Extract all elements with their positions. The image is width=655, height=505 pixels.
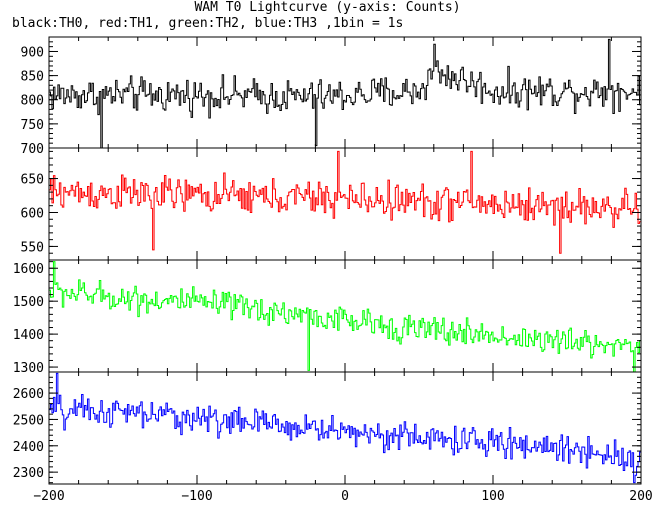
series-line-th1 bbox=[49, 150, 641, 254]
y-tick-label: 850 bbox=[21, 70, 44, 85]
x-tick-label: 0 bbox=[341, 489, 349, 504]
y-tick-label: 650 bbox=[21, 173, 44, 188]
x-tick-label: −200 bbox=[33, 489, 64, 504]
y-tick-label: 700 bbox=[21, 142, 44, 157]
x-tick-label: −100 bbox=[181, 489, 212, 504]
y-tick-label: 2400 bbox=[13, 440, 44, 455]
y-tick-label: 600 bbox=[21, 206, 44, 221]
x-tick-label: 200 bbox=[629, 489, 652, 504]
y-tick-label: 2500 bbox=[13, 413, 44, 428]
y-tick-label: 2600 bbox=[13, 387, 44, 402]
y-tick-label: 750 bbox=[21, 118, 44, 133]
y-tick-label: 2300 bbox=[13, 466, 44, 481]
y-tick-label: 900 bbox=[21, 45, 44, 60]
chart-title: WAM T0 Lightcurve (y-axis: Counts) bbox=[194, 0, 461, 15]
series-line-th0 bbox=[49, 38, 641, 148]
y-tick-label: 1300 bbox=[13, 361, 44, 376]
series-line-th2 bbox=[49, 261, 641, 372]
chart-subtitle: black:TH0, red:TH1, green:TH2, blue:TH3 … bbox=[12, 16, 404, 31]
y-tick-label: 1400 bbox=[13, 328, 44, 343]
y-tick-label: 1600 bbox=[13, 262, 44, 277]
y-tick-label: 1500 bbox=[13, 295, 44, 310]
series-line-th3 bbox=[49, 372, 641, 484]
y-tick-label: 550 bbox=[21, 240, 44, 255]
y-tick-label: 800 bbox=[21, 94, 44, 109]
x-tick-label: 100 bbox=[481, 489, 504, 504]
